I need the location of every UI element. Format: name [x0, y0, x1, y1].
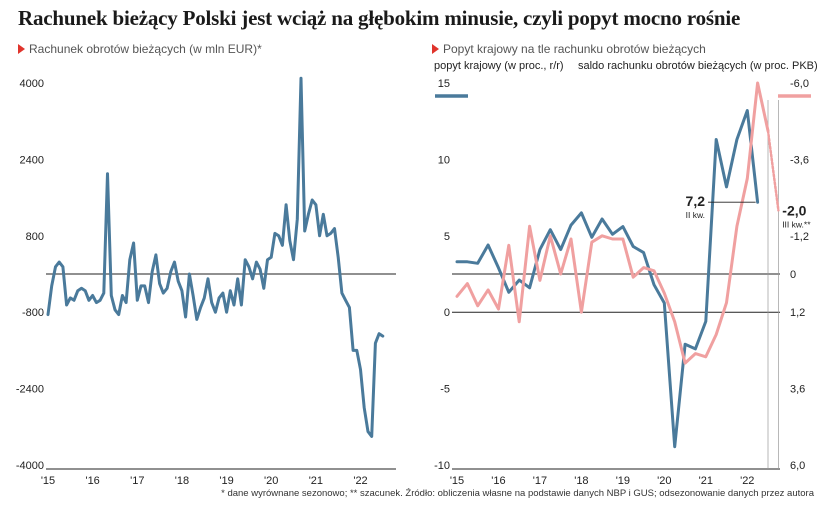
left-x-tick-label: '22 [353, 475, 367, 487]
left-x-tick-label: '19 [219, 475, 233, 487]
right-chart-right-tick-label: -1,2 [790, 231, 809, 243]
left-chart: 4000 2400 800 -800 -2400 -4000 '15 '16 '17 '18 '19… [16, 76, 396, 487]
left-x-tick-label: '15 [41, 475, 55, 487]
annotation-note-q2: II kw. [686, 210, 705, 220]
triangle-marker-icon [18, 44, 25, 54]
right-x-tick-label: '19 [616, 475, 630, 487]
right-chart-right-tick-label: 3,6 [790, 384, 805, 396]
right-x-tick-label: '21 [699, 475, 713, 487]
right-x-tick-label: '16 [491, 475, 505, 487]
right-chart-right-tick-label: -6,0 [790, 78, 809, 90]
left-x-tick-label: '18 [175, 475, 189, 487]
triangle-marker-icon [432, 44, 439, 54]
annotation-value-q2: 7,2 [686, 193, 706, 209]
right-chart-left-tick-label: 5 [444, 231, 450, 243]
right-chart-left-tick-label: -5 [440, 384, 450, 396]
right-chart-right-tick-label: -3,6 [790, 154, 809, 166]
right-chart-subtitle: Popyt krajowy na tle rachunku obrotów bi… [432, 42, 706, 56]
right-x-tick-label: '20 [657, 475, 671, 487]
left-y-tick-label: 800 [26, 231, 44, 243]
left-y-tick-label: 4000 [20, 78, 44, 90]
left-x-tick-label: '16 [85, 475, 99, 487]
right-x-tick-label: '17 [533, 475, 547, 487]
right-chart-right-tick-label: 1,2 [790, 307, 805, 319]
annotation-value-q3: -2,0 [782, 202, 806, 218]
annotation-note-q3: III kw.** [782, 219, 811, 229]
left-y-tick-label: -800 [22, 307, 44, 319]
right-chart-left-tick-label: 0 [444, 307, 450, 319]
right-x-tick-label: '22 [740, 475, 754, 487]
right-axis-label: saldo rachunku obrotów bieżących (w proc… [578, 60, 818, 72]
chart-title: Rachunek bieżący Polski jest wciąż na gł… [18, 6, 741, 30]
left-subtitle-text: Rachunek obrotów bieżących (w mln EUR)* [29, 42, 262, 56]
balance-estimate-dashed-line [766, 129, 780, 212]
right-x-tick-label: '18 [574, 475, 588, 487]
right-chart: 15 10 5 0 -5 -10 -6,0 -3,6 -1,2 0 1,2 3,6 6,0 '15 '16 '… [434, 78, 811, 487]
right-chart-left-tick-label: 15 [438, 78, 450, 90]
left-y-tick-label: -2400 [16, 384, 44, 396]
left-x-tick-label: '20 [264, 475, 278, 487]
left-y-tick-label: -4000 [16, 460, 44, 472]
left-chart-subtitle: Rachunek obrotów bieżących (w mln EUR)* [18, 42, 262, 56]
left-axis-label: popyt krajowy (w proc., r/r) [434, 60, 564, 72]
right-chart-right-tick-label: 6,0 [790, 460, 805, 472]
left-x-tick-label: '21 [309, 475, 323, 487]
demand-series-line [455, 109, 760, 449]
right-chart-left-tick-label: -10 [434, 460, 450, 472]
balance-series-line [455, 81, 770, 365]
right-subtitle-text: Popyt krajowy na tle rachunku obrotów bi… [443, 42, 706, 56]
right-chart-left-tick-label: 10 [438, 154, 450, 166]
right-x-tick-label: '15 [450, 475, 464, 487]
right-chart-right-tick-label: 0 [790, 269, 796, 281]
left-y-tick-label: 2400 [20, 154, 44, 166]
footnote: * dane wyrównane sezonowo; ** szacunek. … [221, 488, 814, 499]
left-series-line [46, 76, 385, 438]
left-x-tick-label: '17 [130, 475, 144, 487]
